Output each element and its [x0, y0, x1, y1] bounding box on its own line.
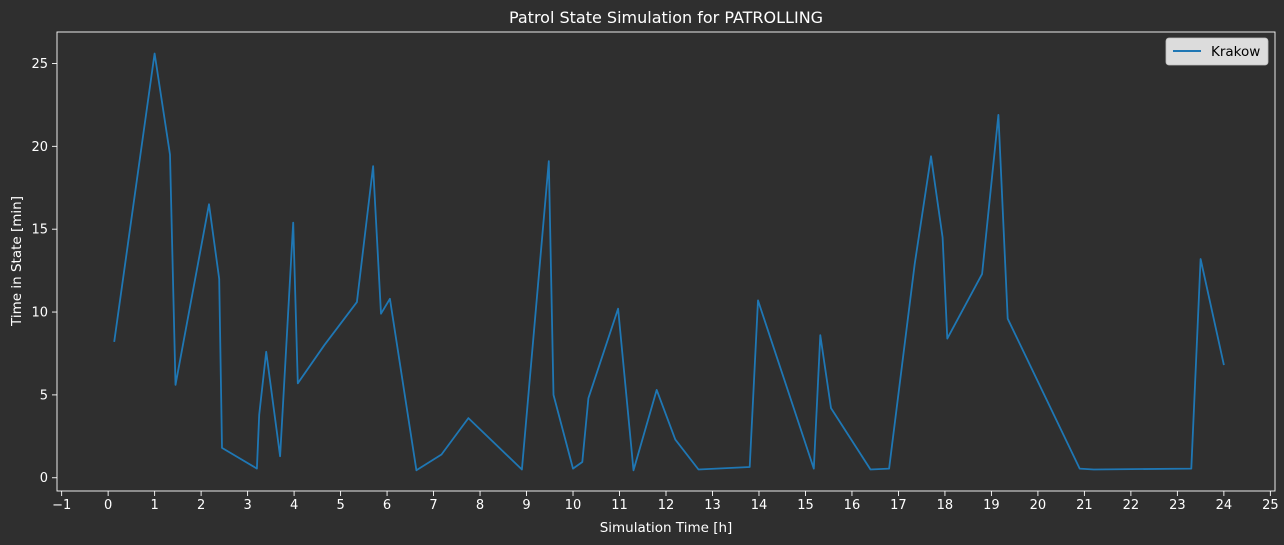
x-tick-label: 16	[844, 498, 861, 513]
legend-label-krakow: Krakow	[1211, 44, 1260, 60]
chart-title: Patrol State Simulation for PATROLLING	[509, 8, 823, 27]
x-tick-label: 15	[797, 498, 814, 513]
x-tick-label: 12	[658, 498, 675, 513]
x-tick-label: 11	[611, 498, 628, 513]
x-tick-label: 5	[336, 498, 344, 513]
axis-ticks: −1 0 1 2 3 4 5 6 7 8 9 10 11 12 13 14 15 16 17 18 19 20 21 22 23…	[31, 57, 1278, 513]
x-tick-label: 1	[150, 498, 158, 513]
x-tick-label: 4	[290, 498, 298, 513]
x-tick-label: 19	[983, 498, 1000, 513]
x-tick-label: 22	[1123, 498, 1140, 513]
y-tick-label: 0	[40, 471, 48, 486]
x-tick-label: 14	[751, 498, 768, 513]
x-tick-label: 24	[1216, 498, 1233, 513]
legend-box	[1165, 37, 1269, 66]
x-tick-label: 21	[1076, 498, 1093, 513]
y-tick-label: 20	[31, 140, 48, 155]
x-tick-label: 3	[243, 498, 251, 513]
y-tick-label: 5	[40, 388, 48, 403]
x-tick-label: 2	[197, 498, 205, 513]
x-tick-label: 20	[1030, 498, 1047, 513]
x-tick-label: −1	[52, 498, 71, 513]
y-tick-label: 10	[31, 306, 48, 321]
x-tick-label: 8	[476, 498, 484, 513]
x-tick-label: 17	[890, 498, 907, 513]
x-tick-label: 0	[104, 498, 112, 513]
plot-frame	[56, 31, 1276, 492]
y-tick-label: 15	[31, 223, 48, 238]
legend: Krakow	[1165, 37, 1269, 66]
series-layer	[113, 52, 1225, 472]
series-line-krakow	[113, 52, 1225, 472]
x-tick-label: 13	[704, 498, 721, 513]
x-tick-label: 25	[1262, 498, 1279, 513]
x-tick-label: 23	[1169, 498, 1186, 513]
x-tick-label: 7	[429, 498, 437, 513]
x-tick-label: 6	[383, 498, 391, 513]
x-tick-label: 10	[565, 498, 582, 513]
x-axis-label: Simulation Time [h]	[600, 520, 733, 536]
y-axis-label: Time in State [min]	[9, 196, 25, 327]
x-tick-label: 18	[937, 498, 954, 513]
x-tick-label: 9	[522, 498, 530, 513]
plot-area	[57, 32, 1275, 491]
y-tick-label: 25	[31, 57, 48, 72]
